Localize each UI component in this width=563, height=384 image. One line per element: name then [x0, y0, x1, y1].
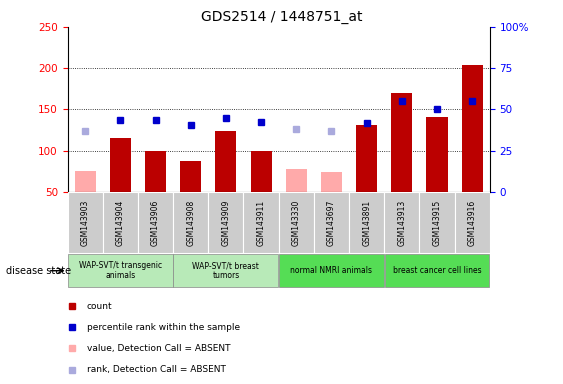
Bar [180, 161, 202, 192]
Bar [173, 254, 278, 287]
Text: GSM143908: GSM143908 [186, 200, 195, 246]
Bar [385, 254, 489, 287]
Bar [279, 192, 314, 253]
Bar [68, 192, 103, 253]
Bar [215, 131, 236, 192]
Bar [427, 117, 448, 192]
Text: GSM143697: GSM143697 [327, 200, 336, 246]
Text: GSM143891: GSM143891 [362, 200, 371, 246]
Text: GSM143916: GSM143916 [468, 200, 477, 246]
Text: GSM143913: GSM143913 [397, 200, 406, 246]
Text: GSM143906: GSM143906 [151, 200, 160, 246]
Bar [74, 171, 96, 192]
Bar [321, 172, 342, 192]
Bar [208, 192, 243, 253]
Bar [138, 192, 173, 253]
Bar [110, 138, 131, 192]
Text: GSM143911: GSM143911 [257, 200, 266, 246]
Bar [314, 192, 349, 253]
Bar [243, 192, 279, 253]
Bar [384, 192, 419, 253]
Text: GSM143904: GSM143904 [116, 200, 125, 246]
Bar [391, 93, 412, 192]
Text: normal NMRI animals: normal NMRI animals [291, 266, 373, 275]
Text: disease state: disease state [6, 266, 71, 276]
Bar [356, 125, 377, 192]
Bar [349, 192, 384, 253]
Bar [173, 192, 208, 253]
Bar [419, 192, 455, 253]
Text: GSM143903: GSM143903 [81, 200, 90, 246]
Bar [285, 169, 307, 192]
Text: value, Detection Call = ABSENT: value, Detection Call = ABSENT [87, 344, 230, 353]
Text: percentile rank within the sample: percentile rank within the sample [87, 323, 240, 332]
Bar [145, 151, 166, 192]
Text: rank, Detection Call = ABSENT: rank, Detection Call = ABSENT [87, 365, 225, 374]
Text: breast cancer cell lines: breast cancer cell lines [393, 266, 481, 275]
Text: WAP-SVT/t transgenic
animals: WAP-SVT/t transgenic animals [79, 261, 162, 280]
Text: GSM143330: GSM143330 [292, 200, 301, 246]
Bar [251, 151, 271, 192]
Text: GSM143915: GSM143915 [432, 200, 441, 246]
Bar [279, 254, 384, 287]
Text: GDS2514 / 1448751_at: GDS2514 / 1448751_at [201, 10, 362, 23]
Text: GSM143909: GSM143909 [221, 200, 230, 246]
Bar [455, 192, 490, 253]
Text: count: count [87, 302, 112, 311]
Bar [68, 254, 173, 287]
Bar [103, 192, 138, 253]
Text: WAP-SVT/t breast
tumors: WAP-SVT/t breast tumors [193, 261, 260, 280]
Bar [462, 65, 483, 192]
